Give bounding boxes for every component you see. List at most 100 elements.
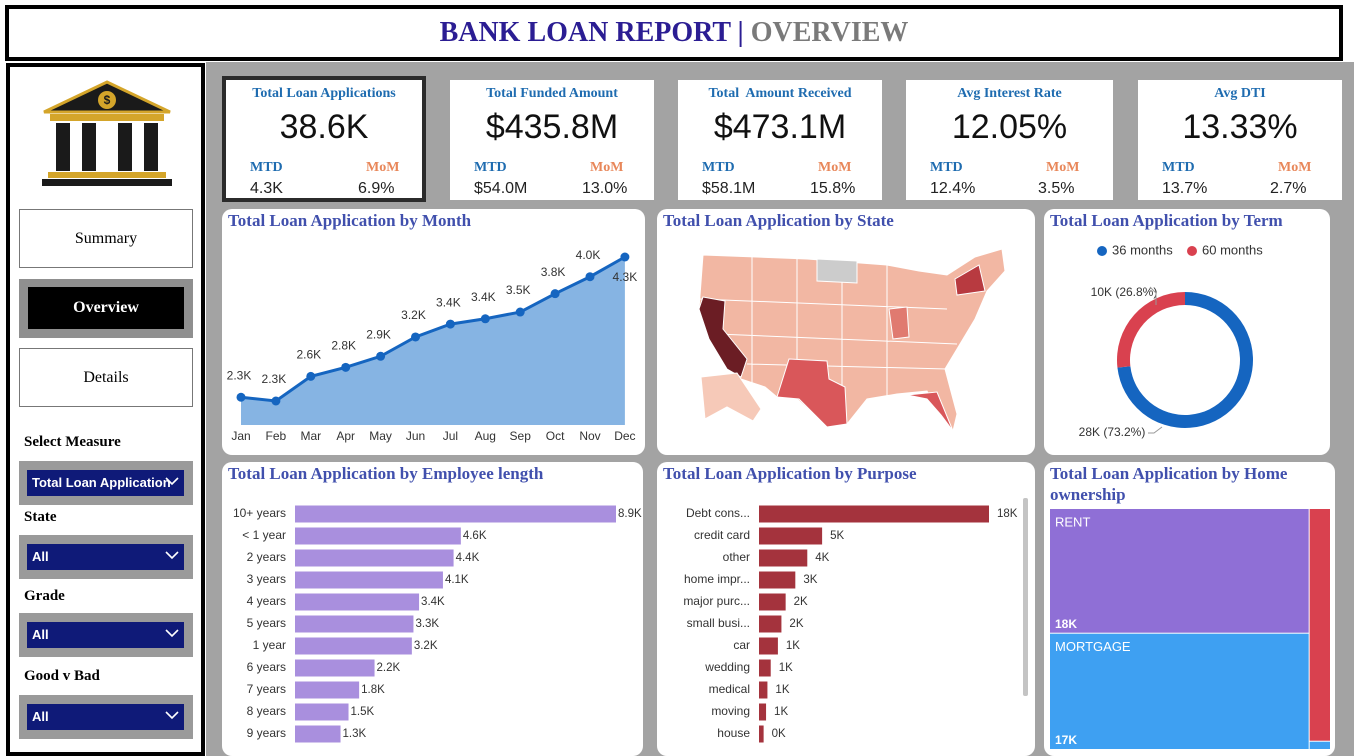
data-label: 8.9K (618, 508, 642, 520)
mom-label: MoM (1278, 160, 1312, 175)
treemap-tile (1050, 633, 1309, 749)
kpi-card[interactable]: Total Loan Applications 38.6K MTD MoM 4.3K 6.… (222, 76, 426, 202)
filter-label: Good v Bad (24, 668, 100, 684)
data-label: 5K (830, 530, 844, 542)
kpi-title: Total Amount Received (708, 86, 852, 101)
data-label: 4.1K (445, 574, 469, 586)
report-title: BANK LOAN REPORT | (439, 17, 744, 48)
mom-label: MoM (366, 160, 400, 175)
treemap-tile (1309, 509, 1330, 741)
chart-title: Total Loan Application by State (663, 211, 894, 230)
filter-label: Grade (24, 588, 65, 604)
scrollbar[interactable] (657, 462, 1035, 756)
kpi-card[interactable]: Avg Interest Rate 12.05% MTD MoM 12.4% 3.5% (906, 80, 1113, 200)
point (411, 332, 420, 342)
filter-label: Select Measure (24, 434, 121, 450)
data-label: 1K (774, 706, 788, 718)
data-label: 2.2K (377, 662, 401, 674)
bar (759, 681, 768, 699)
bar (295, 527, 461, 545)
legend-swatch (1097, 246, 1107, 256)
leader-line (1149, 286, 1157, 305)
mom-value: 6.9% (358, 180, 395, 197)
point (271, 396, 281, 406)
y-tick-label: 7 years (247, 682, 286, 696)
treemap-tile (1309, 741, 1330, 749)
data-label: 3.2K (414, 640, 438, 652)
mtd-value: $54.0M (474, 180, 528, 197)
point (376, 351, 386, 361)
bar (759, 527, 823, 545)
chevron (165, 711, 179, 720)
bar (295, 703, 349, 721)
x-tick-label: May (369, 429, 392, 443)
dropdown-value: Total Loan Application (27, 470, 184, 496)
x-tick-label: Feb (266, 429, 287, 443)
data-label: 1.5K (351, 706, 375, 718)
y-tick-label: moving (711, 704, 750, 718)
data-label: 4.4K (456, 552, 480, 564)
data-label: 3.8K (541, 265, 566, 279)
filter-label: State (24, 509, 57, 525)
legend-label: 36 months (1112, 242, 1173, 257)
area (241, 257, 625, 425)
y-tick-label: 6 years (247, 660, 286, 674)
y-tick-label: credit card (694, 528, 750, 542)
data-label: 3.4K (421, 596, 445, 608)
y-tick-label: major purc... (683, 594, 750, 608)
data-label: 3.3K (415, 618, 439, 630)
bar (295, 615, 414, 633)
chevron (165, 551, 179, 560)
kpi-card[interactable]: Total Amount Received $473.1M MTD MoM $58.1M… (678, 80, 882, 200)
y-tick-label: 3 years (247, 572, 286, 586)
y-tick-label: wedding (704, 660, 750, 674)
dropdown[interactable]: All (19, 695, 193, 739)
data-label: 3K (803, 574, 817, 586)
data-label: 2.3K (262, 372, 287, 386)
x-tick-label: Jun (406, 429, 425, 443)
nav-button-active[interactable]: Overview (19, 279, 193, 338)
bar (759, 637, 778, 655)
kpi-value: $435.8M (485, 108, 619, 146)
tile-value: 18K (1055, 617, 1077, 631)
header: BANK LOAN REPORT | OVERVIEW (5, 5, 1343, 61)
chart-title: Total Loan Application by Purpose (663, 464, 917, 483)
data-label: 2.3K (227, 368, 252, 382)
chevron (165, 477, 179, 486)
mtd-label: MTD (474, 160, 507, 175)
data-label: 2.6K (296, 348, 321, 362)
kpi-card[interactable]: Total Funded Amount $435.8M MTD MoM $54.0M 13… (450, 80, 654, 200)
mtd-value: 12.4% (930, 180, 976, 197)
data-label: 4K (815, 552, 829, 564)
kpi-card[interactable]: Avg DTI 13.33% MTD MoM 13.7% 2.7% (1138, 80, 1342, 200)
dropdown-value: All (27, 544, 184, 570)
y-tick-label: 9 years (247, 726, 286, 740)
donut-segment (1117, 292, 1185, 368)
nav-button[interactable]: Summary (19, 209, 193, 268)
chart-title: Total Loan Application by Home ownership (1050, 464, 1288, 504)
page-subtitle: OVERVIEW (750, 17, 909, 48)
data-label: 10K (26.8%) (1091, 285, 1158, 299)
x-tick-label: Mar (300, 429, 321, 443)
point (480, 314, 490, 324)
dropdown[interactable]: Total Loan Application (19, 461, 193, 505)
bar (295, 593, 420, 611)
dropdown[interactable]: All (19, 613, 193, 657)
data-label: 1.8K (361, 684, 385, 696)
chevron (165, 629, 179, 638)
bar (759, 593, 786, 611)
mom-label: MoM (818, 160, 852, 175)
bar (759, 571, 796, 589)
point (515, 307, 525, 317)
tile-label: MORTGAGE (1055, 639, 1131, 654)
y-tick-label: car (733, 638, 750, 652)
chart-panel: Total Loan Application by State (657, 209, 1035, 455)
data-label: 4.0K (576, 248, 601, 262)
nav-label: Overview (28, 287, 184, 329)
x-tick-label: Apr (336, 429, 355, 443)
kpi-value: $473.1M (713, 108, 847, 146)
leader-line (1148, 426, 1163, 434)
nav-button[interactable]: Details (19, 348, 193, 407)
kpi-title: Total Loan Applications (252, 86, 396, 101)
dropdown[interactable]: All (19, 535, 193, 579)
